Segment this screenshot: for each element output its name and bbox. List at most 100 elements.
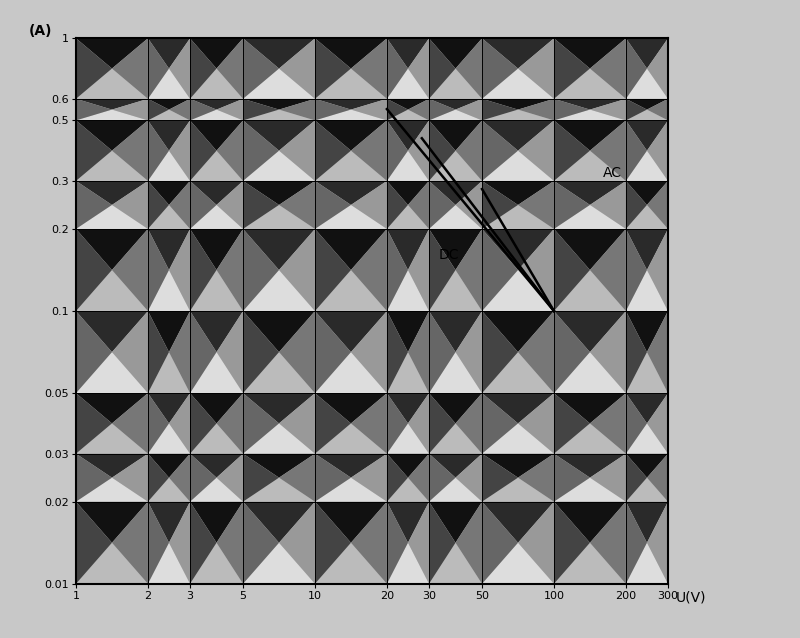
Polygon shape bbox=[647, 393, 668, 454]
Polygon shape bbox=[112, 501, 148, 584]
Polygon shape bbox=[554, 393, 626, 424]
Polygon shape bbox=[243, 478, 315, 501]
Polygon shape bbox=[217, 311, 243, 393]
Polygon shape bbox=[217, 393, 243, 454]
Polygon shape bbox=[626, 393, 647, 454]
Polygon shape bbox=[626, 270, 668, 311]
Polygon shape bbox=[169, 501, 190, 584]
Polygon shape bbox=[429, 352, 482, 393]
Polygon shape bbox=[315, 68, 387, 99]
Polygon shape bbox=[554, 393, 590, 454]
Polygon shape bbox=[429, 151, 482, 181]
Polygon shape bbox=[387, 151, 429, 181]
Polygon shape bbox=[590, 99, 626, 121]
Polygon shape bbox=[626, 229, 668, 270]
Polygon shape bbox=[387, 181, 408, 229]
Polygon shape bbox=[429, 38, 455, 99]
Polygon shape bbox=[76, 454, 148, 478]
Polygon shape bbox=[482, 121, 554, 151]
Polygon shape bbox=[387, 181, 429, 205]
Polygon shape bbox=[148, 501, 169, 584]
Polygon shape bbox=[279, 229, 315, 311]
Polygon shape bbox=[148, 121, 169, 181]
Polygon shape bbox=[76, 181, 112, 229]
Polygon shape bbox=[190, 110, 243, 121]
Polygon shape bbox=[554, 99, 626, 110]
Polygon shape bbox=[279, 181, 315, 229]
Polygon shape bbox=[387, 110, 429, 121]
Polygon shape bbox=[315, 110, 387, 121]
Polygon shape bbox=[408, 454, 429, 501]
Polygon shape bbox=[455, 393, 482, 454]
Polygon shape bbox=[482, 38, 554, 68]
Polygon shape bbox=[626, 99, 668, 110]
Polygon shape bbox=[626, 501, 668, 543]
Polygon shape bbox=[148, 151, 190, 181]
Polygon shape bbox=[429, 99, 482, 110]
Polygon shape bbox=[429, 424, 482, 454]
Polygon shape bbox=[455, 311, 482, 393]
Polygon shape bbox=[190, 151, 243, 181]
Polygon shape bbox=[315, 352, 387, 393]
Polygon shape bbox=[518, 454, 554, 501]
Polygon shape bbox=[626, 311, 647, 393]
Polygon shape bbox=[518, 393, 554, 454]
Polygon shape bbox=[482, 181, 554, 205]
Polygon shape bbox=[626, 181, 668, 205]
Polygon shape bbox=[243, 501, 315, 543]
Polygon shape bbox=[482, 501, 518, 584]
Polygon shape bbox=[169, 393, 190, 454]
Polygon shape bbox=[387, 543, 429, 584]
Polygon shape bbox=[482, 205, 554, 229]
Polygon shape bbox=[315, 229, 351, 311]
Polygon shape bbox=[76, 311, 148, 352]
Polygon shape bbox=[482, 454, 554, 478]
Polygon shape bbox=[554, 110, 626, 121]
Polygon shape bbox=[279, 99, 315, 121]
Polygon shape bbox=[351, 38, 387, 99]
Polygon shape bbox=[190, 352, 243, 393]
Polygon shape bbox=[217, 454, 243, 501]
Text: U(V): U(V) bbox=[676, 590, 706, 604]
Polygon shape bbox=[482, 110, 554, 121]
Polygon shape bbox=[169, 454, 190, 501]
Polygon shape bbox=[112, 393, 148, 454]
Polygon shape bbox=[112, 454, 148, 501]
Polygon shape bbox=[482, 311, 518, 393]
Polygon shape bbox=[408, 501, 429, 584]
Polygon shape bbox=[217, 181, 243, 229]
Polygon shape bbox=[554, 311, 626, 352]
Polygon shape bbox=[482, 393, 554, 424]
Polygon shape bbox=[626, 454, 647, 501]
Polygon shape bbox=[626, 181, 647, 229]
Polygon shape bbox=[243, 99, 315, 110]
Polygon shape bbox=[279, 311, 315, 393]
Polygon shape bbox=[429, 181, 482, 205]
Polygon shape bbox=[148, 454, 169, 501]
Polygon shape bbox=[429, 393, 482, 424]
Polygon shape bbox=[482, 352, 554, 393]
Polygon shape bbox=[554, 478, 626, 501]
Polygon shape bbox=[190, 311, 217, 393]
Polygon shape bbox=[387, 229, 408, 311]
Polygon shape bbox=[315, 229, 387, 270]
Polygon shape bbox=[315, 181, 387, 205]
Text: DC: DC bbox=[439, 248, 459, 262]
Polygon shape bbox=[148, 311, 169, 393]
Polygon shape bbox=[429, 501, 455, 584]
Polygon shape bbox=[408, 311, 429, 393]
Polygon shape bbox=[315, 99, 351, 121]
Polygon shape bbox=[455, 38, 482, 99]
Polygon shape bbox=[554, 501, 590, 584]
Polygon shape bbox=[518, 311, 554, 393]
Polygon shape bbox=[554, 181, 590, 229]
Polygon shape bbox=[243, 181, 315, 205]
Polygon shape bbox=[554, 229, 590, 311]
Polygon shape bbox=[315, 543, 387, 584]
Polygon shape bbox=[647, 229, 668, 311]
Polygon shape bbox=[76, 110, 148, 121]
Polygon shape bbox=[190, 543, 243, 584]
Polygon shape bbox=[626, 205, 668, 229]
Polygon shape bbox=[169, 229, 190, 311]
Polygon shape bbox=[243, 205, 315, 229]
